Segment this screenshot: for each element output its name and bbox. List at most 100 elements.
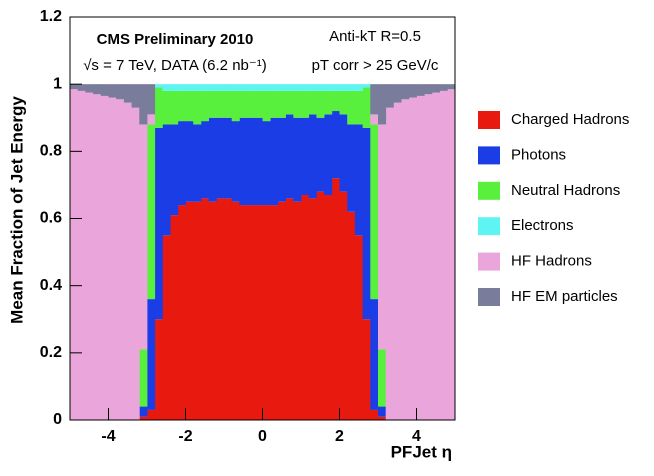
bar-segment	[354, 84, 363, 91]
bar-segment	[231, 84, 240, 91]
legend-label: HF Hadrons	[511, 253, 592, 270]
bar-segment	[208, 117, 217, 202]
bar-segment	[193, 124, 202, 202]
bar-segment	[447, 84, 456, 90]
annotation: pT corr > 25 GeV/c	[312, 57, 439, 74]
bar-segment	[362, 127, 371, 320]
legend-label: Neutral Hadrons	[511, 182, 620, 199]
bar-segment	[139, 416, 148, 420]
bar-segment	[293, 90, 302, 118]
bar-segment	[378, 406, 387, 417]
bar-segment	[239, 117, 248, 206]
bar-segment	[385, 107, 394, 421]
bar-segment	[208, 201, 217, 420]
bar-segment	[116, 84, 125, 100]
bar-segment	[231, 201, 240, 420]
y-tick-label: 1	[53, 75, 62, 92]
legend-label: HF EM particles	[511, 288, 618, 305]
bar-segment	[378, 84, 387, 125]
bar-segment	[239, 205, 248, 420]
bar-segment	[447, 89, 456, 421]
bar-segment	[385, 84, 394, 108]
bar-segment	[77, 90, 86, 420]
bar-segment	[147, 114, 156, 125]
bar-segment	[370, 84, 379, 115]
bar-segment	[100, 84, 109, 96]
bar-segment	[331, 84, 340, 91]
bar-segment	[147, 409, 156, 420]
legend-swatch	[478, 252, 500, 271]
bar-segment	[431, 84, 440, 93]
legend-swatch	[478, 181, 500, 200]
bar-segment	[339, 90, 348, 115]
bar-segment	[247, 84, 256, 91]
bar-segment	[401, 99, 410, 420]
bar-segment	[308, 114, 317, 199]
bar-segment	[370, 114, 379, 125]
bar-segment	[354, 235, 363, 420]
bar-segment	[293, 201, 302, 420]
bar-segment	[224, 90, 233, 118]
bar-segment	[270, 90, 279, 118]
bar-segment	[200, 121, 209, 199]
x-axis-label: PFJet η	[391, 442, 452, 461]
bar-segment	[193, 84, 202, 91]
bar-segment	[239, 90, 248, 118]
bar-segment	[308, 84, 317, 91]
bar-segment	[431, 92, 440, 420]
bar-segment	[370, 299, 379, 410]
bar-segment	[424, 84, 433, 95]
bar-segment	[277, 117, 286, 202]
bar-segment	[308, 198, 317, 420]
bar-segment	[108, 84, 117, 98]
bar-segment	[162, 124, 171, 236]
bar-segment	[131, 84, 140, 108]
bar-segment	[170, 90, 179, 125]
legend-swatch	[478, 217, 500, 236]
bar-segment	[285, 114, 294, 199]
bar-segment	[277, 90, 286, 118]
annotation: CMS Preliminary 2010	[97, 31, 254, 48]
bar-segment	[270, 84, 279, 91]
bar-segment	[308, 90, 317, 115]
bar-segment	[408, 84, 417, 98]
bar-segment	[131, 107, 140, 421]
y-tick-label: 0.6	[40, 210, 62, 227]
bar-segment	[331, 178, 340, 420]
bar-segment	[301, 90, 310, 118]
bar-segment	[316, 90, 325, 118]
bar-segment	[200, 198, 209, 420]
annotation: Anti-kT R=0.5	[329, 28, 421, 45]
bar-segment	[301, 84, 310, 91]
bar-segment	[324, 84, 333, 91]
bar-segment	[324, 114, 333, 195]
y-axis-label: Mean Fraction of Jet Energy	[7, 96, 26, 324]
bar-segment	[162, 235, 171, 420]
bar-segment	[70, 89, 79, 421]
bar-segment	[224, 198, 233, 420]
bar-segment	[170, 215, 179, 420]
bar-segment	[177, 84, 186, 91]
bar-segment	[408, 97, 417, 420]
y-tick-label: 0	[53, 411, 62, 428]
bar-segment	[316, 117, 325, 192]
bar-segment	[224, 84, 233, 91]
bar-segment	[177, 90, 186, 122]
bar-segment	[362, 84, 371, 88]
x-tick-label: 4	[412, 428, 421, 445]
bar-segment	[208, 84, 217, 91]
bar-segment	[331, 111, 340, 179]
bar-segment	[254, 205, 263, 420]
bar-segment	[316, 191, 325, 420]
bar-segment	[324, 90, 333, 115]
bar-segment	[277, 84, 286, 91]
bar-segment	[362, 319, 371, 420]
bar-segment	[324, 194, 333, 420]
x-tick-label: 2	[335, 428, 344, 445]
legend-swatch	[478, 111, 500, 129]
bar-segment	[416, 84, 425, 96]
bar-segment	[270, 205, 279, 420]
legend-swatch	[478, 146, 500, 165]
bar-segment	[285, 198, 294, 420]
bar-segment	[154, 84, 163, 88]
